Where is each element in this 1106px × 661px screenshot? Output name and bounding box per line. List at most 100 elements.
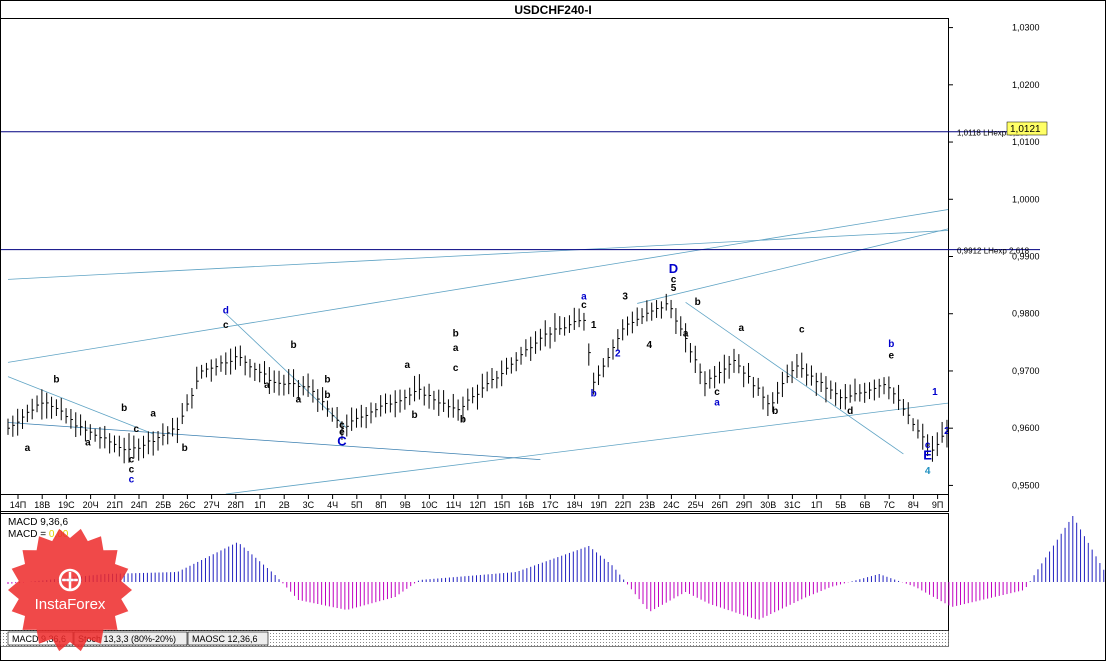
y-tick-label: 0,9500 [1012, 480, 1040, 490]
wave-label: a [453, 343, 459, 354]
wave-label: b [324, 374, 330, 385]
x-tick-label: 5В [835, 500, 846, 510]
x-tick-label: 24С [663, 500, 680, 510]
wave-label: c [799, 325, 805, 336]
x-tick-label: 5П [351, 500, 362, 510]
wave-label: D [669, 261, 678, 276]
trend-line [7, 209, 948, 363]
x-tick-label: 23В [639, 500, 655, 510]
instaforex-logo-icon [58, 568, 82, 592]
y-tick-label: 1,0300 [1012, 23, 1040, 33]
x-tick-label: 3С [303, 500, 315, 510]
x-tick-label: 12П [470, 500, 486, 510]
wave-label: 4 [647, 340, 653, 351]
trend-line [225, 313, 348, 429]
x-tick-label: 31С [784, 500, 801, 510]
trend-line [225, 402, 948, 494]
x-tick-label: 27Ч [204, 500, 220, 510]
x-tick-label: 9П [932, 500, 943, 510]
wave-label: a [25, 443, 31, 454]
wave-label: 4 [925, 466, 931, 477]
tab-maosc[interactable] [187, 631, 269, 646]
x-tick-label: 1П [254, 500, 265, 510]
expansion-levels [1, 131, 948, 251]
x-tick-label: 26С [179, 500, 196, 510]
tab-stoch-label: Stoch 13,3,3 (80%-20%) [78, 634, 176, 644]
x-tick-label: 9В [400, 500, 411, 510]
y-tick-label: 0,9800 [1012, 309, 1040, 319]
level-label: 0,9912 LHexp 2,618 [957, 247, 1030, 256]
wave-label: b [324, 390, 330, 401]
time-axis: 14П 18В 19С 20Ч 21П 24П 25В 26С 27Ч 28П 1П 2В 3С 4Ч 5П… [10, 495, 943, 510]
wave-label: c [581, 300, 587, 311]
wave-label: b [591, 389, 597, 400]
wave-label: e [889, 350, 895, 361]
wave-label: c [925, 440, 931, 451]
level-label: 1,0118 LHexp 3,236 [957, 129, 1029, 138]
price-panel [0, 18, 949, 495]
wave-label: b [53, 374, 59, 385]
wave-label: a [150, 409, 156, 420]
wave-label: 2 [944, 426, 950, 437]
trend-line [685, 301, 904, 455]
wave-label: 1 [932, 387, 938, 398]
wave-label: d [847, 406, 853, 417]
wave-label: a [264, 380, 270, 391]
wave-label: c [223, 320, 229, 331]
wave-label: a [581, 291, 587, 302]
y-tick-label: 1,0100 [1012, 137, 1040, 147]
wave-label: c [133, 424, 139, 435]
x-tick-label: 19С [58, 500, 75, 510]
current-price-label: 1,0121 [1010, 124, 1041, 135]
x-tick-label: 28П [228, 500, 244, 510]
x-tick-label: 21П [107, 500, 123, 510]
x-tick-label: 16В [518, 500, 534, 510]
wave-label: a [296, 394, 302, 405]
x-tick-label: 2В [279, 500, 290, 510]
wave-label: a [738, 323, 744, 334]
x-tick-label: 8Ч [908, 500, 919, 510]
x-tick-label: 25В [155, 500, 171, 510]
instaforex-badge: InstaForex [8, 528, 132, 652]
x-tick-label: 10С [421, 500, 438, 510]
y-tick-label: 0,9700 [1012, 366, 1040, 376]
wave-label: b [695, 297, 701, 308]
macd-histogram [7, 516, 1105, 620]
x-tick-label: 18Ч [567, 500, 583, 510]
trend-channels [7, 209, 948, 494]
wave-label: c [129, 475, 135, 486]
wave-label: b [121, 403, 127, 414]
trend-line [7, 230, 948, 280]
x-tick-label: 11Ч [446, 500, 461, 510]
x-tick-label: 29П [736, 500, 752, 510]
x-tick-label: 1П [811, 500, 822, 510]
y-tick-label: 0,9900 [1012, 252, 1040, 262]
trend-line [7, 376, 154, 435]
wave-label: b [453, 329, 459, 340]
wave-labels: ? 3? 5A 54 ?15bca2ab3abcbecd4aDc5bac3124… [25, 261, 950, 486]
price-axis: 1,0300 1,0200 1,0100 1,0000 0,9900 0,9800 0,97… [949, 23, 1040, 490]
wave-label: 3 [622, 291, 628, 302]
wave-label: c [714, 387, 720, 398]
trend-line [7, 422, 541, 461]
macd-panel [0, 513, 949, 631]
wave-label: b [888, 339, 894, 350]
wave-label: 2 [615, 349, 621, 360]
wave-label: c [671, 274, 677, 285]
y-tick-label: 0,9600 [1012, 423, 1040, 433]
wave-label: C [337, 433, 347, 448]
tab-maosc-label: MAOSC 12,36,6 [192, 634, 258, 644]
wave-label: a [683, 329, 689, 340]
wave-label: c [339, 420, 345, 431]
wave-label: d [223, 306, 229, 317]
wave-label: b [291, 340, 297, 351]
chart-title: USDCHF240-I [514, 3, 591, 17]
x-tick-label: 14П [10, 500, 26, 510]
wave-label: 5 [671, 283, 677, 294]
wave-label: 1 [591, 320, 597, 331]
current-price-marker: 1,0121 [1006, 121, 1048, 136]
x-tick-label: 22П [615, 500, 631, 510]
wave-label: b [182, 443, 188, 454]
x-tick-label: 8П [375, 500, 386, 510]
